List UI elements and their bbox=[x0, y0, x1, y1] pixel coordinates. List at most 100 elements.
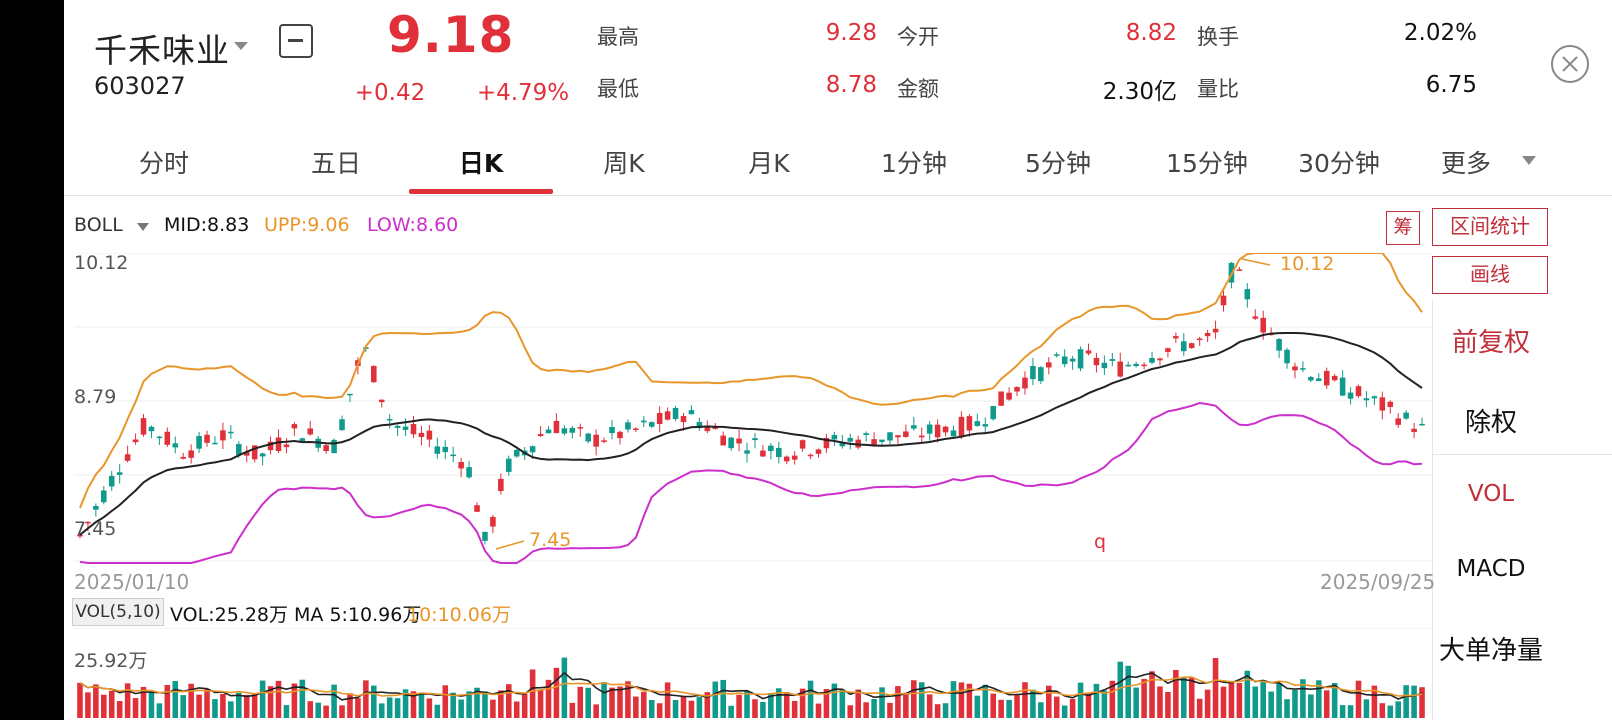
tab-daily-k[interactable]: 日K bbox=[458, 149, 504, 178]
candle-body bbox=[402, 426, 409, 430]
volume-bar bbox=[458, 699, 464, 718]
indicator-selector[interactable]: BOLL bbox=[74, 214, 123, 236]
remove-watchlist-icon[interactable] bbox=[279, 24, 313, 58]
candle-body bbox=[625, 422, 631, 430]
candle-body bbox=[831, 434, 838, 440]
volume-bar bbox=[1204, 689, 1211, 718]
tab-monthly-k[interactable]: 月K bbox=[748, 149, 790, 178]
candle-body bbox=[529, 446, 536, 453]
tab-intraday[interactable]: 分时 bbox=[138, 149, 189, 178]
candle-body bbox=[648, 422, 655, 427]
volume-bar bbox=[1260, 681, 1266, 718]
draw-line-button[interactable]: 画线 bbox=[1432, 256, 1548, 294]
candle-body bbox=[458, 462, 464, 469]
candle-body bbox=[847, 437, 854, 442]
volume-bar bbox=[688, 700, 695, 718]
volume-chart[interactable] bbox=[74, 628, 1432, 720]
volume-bar bbox=[299, 679, 306, 718]
close-icon[interactable] bbox=[1551, 45, 1589, 83]
volume-bar bbox=[950, 681, 957, 718]
tab-15min[interactable]: 15分钟 bbox=[1166, 149, 1248, 178]
candle-body bbox=[815, 449, 822, 454]
chevron-down-icon[interactable] bbox=[234, 42, 248, 50]
volume-bar bbox=[1101, 690, 1108, 718]
candle-body bbox=[148, 426, 155, 432]
volume-bar bbox=[1165, 692, 1171, 718]
volume-ma10-value: 10:10.06万 bbox=[407, 604, 511, 626]
tab-1min[interactable]: 1分钟 bbox=[881, 149, 947, 178]
low-label: 最低 bbox=[597, 77, 639, 101]
big-order-button[interactable]: 大单净量 bbox=[1438, 636, 1543, 666]
volume-bar bbox=[1323, 690, 1330, 718]
stock-name[interactable]: 千禾味业 bbox=[94, 31, 230, 70]
volume-bar bbox=[839, 689, 846, 718]
candle-body bbox=[911, 425, 917, 429]
macd-indicator-button[interactable]: MACD bbox=[1456, 556, 1526, 582]
volume-indicator-tag[interactable]: VOL(5,10) bbox=[72, 598, 164, 626]
tab-weekly-k[interactable]: 周K bbox=[603, 149, 645, 178]
volume-bar bbox=[212, 699, 218, 718]
chip-distribution-button[interactable]: 筹 bbox=[1386, 211, 1420, 245]
volume-bar bbox=[1061, 705, 1068, 718]
tab-5min[interactable]: 5分钟 bbox=[1025, 149, 1091, 178]
volume-bar bbox=[609, 687, 615, 718]
boll-upper-line bbox=[79, 253, 1423, 509]
candle-body bbox=[982, 424, 989, 427]
volume-bar bbox=[156, 703, 163, 718]
candle-body bbox=[196, 435, 202, 449]
candle-body bbox=[1109, 359, 1116, 361]
candle-body bbox=[1347, 392, 1354, 399]
candle-body bbox=[1117, 361, 1124, 377]
volume-bar bbox=[124, 683, 131, 718]
volume-bar bbox=[990, 693, 996, 718]
volume-bar bbox=[1268, 691, 1274, 718]
candle-body bbox=[1149, 357, 1155, 363]
volume-bar bbox=[243, 694, 250, 718]
volume-bar bbox=[506, 684, 512, 718]
kline-chart[interactable]: 买买卖买卖卖买买卖卖卖买买买卖卖买买买TT卖买卖 10.12 7.45 q bbox=[74, 253, 1432, 571]
volume-bar bbox=[966, 683, 973, 718]
candle-body bbox=[1252, 316, 1259, 319]
volume-bar bbox=[251, 693, 258, 718]
ex-rights-button[interactable]: 除权 bbox=[1464, 408, 1517, 438]
volume-bar bbox=[1093, 683, 1100, 718]
candle-body bbox=[1188, 343, 1195, 348]
candle-body bbox=[85, 521, 91, 524]
side-panel: 前复权 除权 VOL MACD 大单净量 bbox=[1432, 300, 1612, 720]
divider bbox=[1433, 454, 1612, 455]
candle-body bbox=[434, 446, 441, 454]
volume-bar bbox=[228, 701, 234, 718]
boll-mid-line bbox=[79, 332, 1423, 536]
candle-body bbox=[212, 442, 218, 445]
volume-bar bbox=[982, 684, 989, 718]
vol-indicator-button[interactable]: VOL bbox=[1467, 481, 1515, 507]
chevron-down-icon[interactable] bbox=[137, 223, 149, 231]
vol-ratio-label: 量比 bbox=[1197, 77, 1239, 101]
candle-body bbox=[474, 505, 480, 512]
tab-more[interactable]: 更多 bbox=[1440, 149, 1491, 178]
volume-bar bbox=[402, 689, 409, 718]
volume-bar bbox=[466, 691, 472, 718]
volume-bar bbox=[1077, 682, 1084, 718]
chevron-down-icon[interactable] bbox=[1522, 156, 1536, 165]
volume-bar bbox=[1292, 689, 1298, 718]
volume-bar bbox=[1419, 687, 1425, 718]
forward-adjust-button[interactable]: 前复权 bbox=[1451, 328, 1530, 358]
active-tab-indicator bbox=[409, 189, 553, 194]
tab-30min[interactable]: 30分钟 bbox=[1298, 149, 1380, 178]
volume-bar bbox=[1030, 689, 1036, 718]
volume-bar bbox=[998, 699, 1004, 718]
candle-body bbox=[1284, 349, 1290, 364]
volume-bar bbox=[275, 680, 282, 718]
volume-bar bbox=[323, 705, 329, 718]
volume-bar bbox=[783, 692, 790, 718]
tab-five-day[interactable]: 五日 bbox=[310, 149, 361, 178]
boll-mid-value: MID:8.83 bbox=[164, 214, 250, 236]
volume-bar bbox=[1363, 699, 1370, 718]
candle-body bbox=[116, 472, 123, 475]
candle-body bbox=[776, 447, 782, 458]
candle-body bbox=[371, 365, 377, 383]
range-stats-button[interactable]: 区间统计 bbox=[1432, 208, 1548, 246]
volume-bar bbox=[1379, 703, 1386, 718]
volume-bar bbox=[617, 686, 623, 718]
